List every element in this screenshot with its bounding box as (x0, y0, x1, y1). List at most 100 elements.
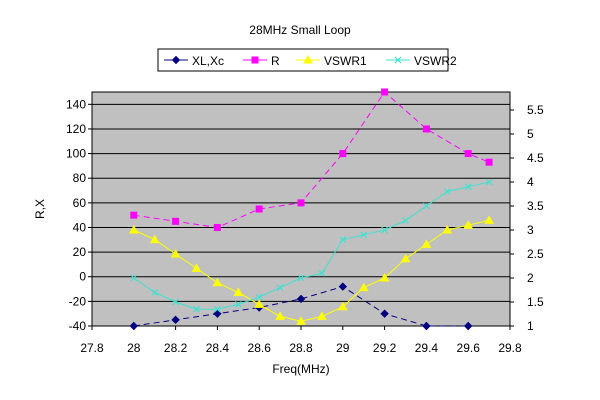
data-point (464, 150, 472, 158)
y2-tick-label: 5.5 (527, 103, 544, 117)
data-point (128, 224, 139, 234)
data-point (422, 202, 430, 210)
data-point (296, 316, 306, 325)
data-point (318, 269, 326, 277)
data-point (337, 301, 348, 311)
plot-area (91, 91, 511, 327)
data-point (422, 321, 431, 331)
legend-label: XL,Xc (192, 54, 224, 68)
legend-label: VSWR1 (324, 54, 367, 68)
x-tick-label: 29.6 (457, 341, 481, 355)
data-point (213, 309, 222, 318)
axes: -40 -20 0 20 40 60 80 100 120 140 1 1.5 2 2.5 3 3.5 4 4.5… (66, 97, 544, 355)
data-point (360, 231, 368, 239)
data-point (339, 236, 347, 244)
y-tick-label: 80 (73, 171, 87, 185)
data-point (149, 234, 160, 244)
data-point (170, 248, 181, 258)
data-point (254, 299, 265, 308)
y2-tick-label: 3.5 (527, 199, 544, 213)
data-point (275, 311, 285, 320)
data-point (443, 188, 451, 196)
data-point (213, 223, 221, 231)
y-tick-label: 0 (79, 270, 86, 284)
data-point (151, 288, 159, 296)
data-point (421, 239, 432, 248)
x-tick-label: 29 (336, 341, 350, 355)
legend-swatch-marker (303, 54, 313, 64)
legend-entry: R (243, 54, 280, 68)
data-point (463, 220, 474, 229)
data-point (172, 298, 180, 306)
y2-tick-label: 1 (527, 319, 534, 333)
data-point (191, 263, 202, 272)
y2-tick-label: 2.5 (527, 247, 544, 261)
data-point (358, 282, 369, 292)
data-point (213, 305, 221, 313)
series-line (133, 91, 490, 229)
y2-tick-label: 1.5 (527, 295, 544, 309)
data-point (297, 199, 305, 207)
data-point (464, 183, 472, 191)
y2-tick-label: 4 (527, 175, 534, 189)
data-point (171, 315, 180, 325)
x-tick-label: 28.2 (164, 341, 188, 355)
data-point (317, 311, 327, 320)
x-tick-label: 29.2 (373, 341, 397, 355)
x-tick-label: 29.4 (415, 341, 439, 355)
data-point (381, 226, 389, 234)
y-tick-label: 120 (66, 122, 86, 136)
x-tick-label: 28.6 (248, 341, 272, 355)
legend-swatch-marker (251, 56, 259, 64)
data-point (255, 205, 263, 213)
data-point (380, 309, 389, 318)
data-point (212, 277, 223, 287)
data-point (381, 88, 389, 96)
x-tick-label: 29.8 (498, 341, 522, 355)
x-tick-label: 28.8 (289, 341, 313, 355)
data-point (233, 287, 244, 296)
y-axis-label: R,X (33, 199, 47, 219)
y2-tick-label: 2 (527, 271, 534, 285)
data-point (193, 305, 200, 313)
x-tick-label: 27.8 (80, 341, 104, 355)
series-layer (128, 88, 494, 331)
y-tick-label: -20 (69, 294, 87, 308)
data-point (338, 282, 348, 291)
data-point (255, 293, 263, 301)
data-point (400, 253, 411, 263)
data-point (485, 158, 493, 166)
data-point (422, 125, 430, 133)
x-tick-label: 28.4 (206, 341, 230, 355)
x-tick-label: 28 (127, 341, 141, 355)
legend-entry: VSWR2 (386, 54, 457, 68)
x-axis-label: Freq(MHz) (272, 362, 329, 376)
data-point (172, 217, 180, 225)
data-point (402, 216, 409, 224)
legend-label: R (271, 54, 280, 68)
legend-label: VSWR2 (414, 54, 457, 68)
y2-tick-label: 5 (527, 127, 534, 141)
y-tick-label: -40 (69, 319, 87, 333)
data-point (485, 178, 493, 186)
y-tick-label: 140 (66, 97, 86, 111)
data-point (129, 321, 139, 331)
y-tick-label: 100 (66, 147, 86, 161)
y2-tick-label: 4.5 (527, 151, 544, 165)
series-line (133, 219, 490, 322)
series-line (133, 286, 469, 327)
data-point (130, 211, 138, 219)
y-tick-label: 20 (73, 245, 87, 259)
series-vswr1 (128, 215, 494, 325)
y2-tick-label: 3 (527, 223, 534, 237)
series-line (133, 181, 490, 310)
data-point (276, 284, 284, 292)
y-tick-label: 60 (73, 196, 87, 210)
data-point (484, 215, 494, 224)
legend: XL,Xc R VSWR1 VSWR2 (157, 48, 457, 72)
data-point (297, 274, 305, 282)
data-point (379, 272, 390, 282)
series-r (130, 88, 493, 231)
legend-entry: XL,Xc (164, 54, 224, 68)
